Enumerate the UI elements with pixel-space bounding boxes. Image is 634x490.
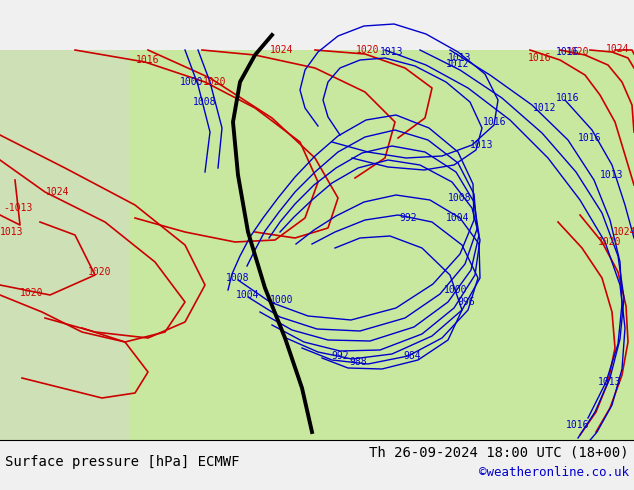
Text: 1012: 1012: [533, 103, 557, 113]
Text: 1016: 1016: [483, 117, 507, 127]
Text: 984: 984: [403, 351, 421, 361]
Text: 1000: 1000: [270, 295, 294, 305]
Bar: [0, 440, 634, 490]
Text: 1013: 1013: [380, 47, 404, 57]
Text: 996: 996: [457, 297, 475, 307]
Text: 1008: 1008: [448, 193, 472, 203]
Text: 1016: 1016: [528, 53, 552, 63]
Text: 1016: 1016: [566, 420, 590, 430]
Text: 1013: 1013: [470, 140, 494, 150]
Text: 1013: 1013: [600, 170, 624, 180]
Text: 1016: 1016: [556, 93, 579, 103]
Bar: [0, 50, 634, 440]
Bar: [0, 50, 130, 440]
Text: 1020: 1020: [566, 47, 590, 57]
Text: 1000: 1000: [180, 77, 204, 87]
Text: -1013: -1013: [3, 203, 33, 213]
Text: 992: 992: [331, 351, 349, 361]
Text: 1013: 1013: [0, 227, 23, 237]
Text: 1013: 1013: [598, 377, 622, 387]
Text: 988: 988: [349, 357, 367, 367]
Text: 992: 992: [399, 213, 417, 223]
Text: 1024: 1024: [613, 227, 634, 237]
Text: 1000: 1000: [444, 285, 468, 295]
Text: 1012: 1012: [446, 59, 470, 69]
Text: 1008: 1008: [226, 273, 250, 283]
Text: 1016: 1016: [578, 133, 602, 143]
Text: 1020: 1020: [598, 237, 622, 247]
Text: 1004: 1004: [236, 290, 260, 300]
Text: Surface pressure [hPa] ECMWF: Surface pressure [hPa] ECMWF: [5, 455, 240, 469]
Text: 1020: 1020: [88, 267, 112, 277]
Text: 1024: 1024: [606, 44, 630, 54]
Text: 1016: 1016: [556, 47, 579, 57]
Text: 1020: 1020: [204, 77, 227, 87]
Text: 1013: 1013: [448, 53, 472, 63]
Text: 1024: 1024: [46, 187, 70, 197]
Text: 1020: 1020: [20, 288, 44, 298]
Text: 1020: 1020: [356, 45, 380, 55]
Text: ©weatheronline.co.uk: ©weatheronline.co.uk: [479, 466, 629, 479]
Text: 1004: 1004: [446, 213, 470, 223]
Text: Th 26-09-2024 18:00 UTC (18+00): Th 26-09-2024 18:00 UTC (18+00): [370, 445, 629, 459]
Text: 1008: 1008: [193, 97, 217, 107]
Text: 1016: 1016: [136, 55, 160, 65]
Text: 1024: 1024: [270, 45, 294, 55]
